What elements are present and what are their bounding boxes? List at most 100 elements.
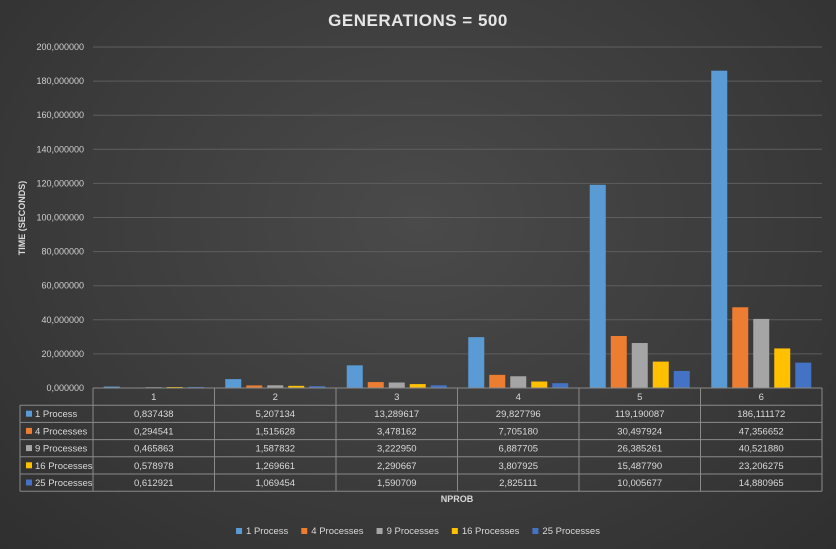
table-cell: 0,578978	[134, 461, 174, 472]
bar	[774, 348, 791, 388]
y-tick-label: 140,000000	[36, 144, 84, 154]
legend: 1 Process 4 Processes 9 Processes 16 Proces…	[236, 526, 600, 537]
legend-swatch	[532, 528, 539, 534]
x-tick-label: 3	[394, 392, 399, 403]
legend-swatch	[451, 528, 458, 534]
table-series-name: 25 Processes	[35, 478, 93, 489]
table-legend-key	[26, 462, 32, 469]
table-cell: 3,478162	[377, 426, 417, 437]
legend-items: 1 Process 4 Processes 9 Processes 16 Proces…	[236, 526, 600, 537]
legend-swatch	[236, 528, 243, 534]
table-cell: 3,222950	[377, 444, 417, 455]
table-cell: 10,005677	[617, 478, 662, 489]
y-tick-label: 20,000000	[41, 349, 84, 359]
table-cell: 1,069454	[255, 478, 295, 489]
table-series-name: 4 Processes	[35, 426, 88, 437]
table-cell: 15,487790	[617, 461, 662, 472]
table-cell: 2,825111	[499, 478, 537, 489]
table-cell: 5,207134	[255, 409, 295, 420]
legend-item: 16 Processes	[451, 526, 520, 537]
chart-title: GENERATIONS = 500	[328, 11, 508, 30]
table-legend-key	[26, 479, 32, 486]
y-tick-label: 180,000000	[36, 76, 84, 86]
table-series-name: 1 Process	[35, 409, 77, 420]
table-cell: 6,887705	[498, 444, 538, 455]
x-tick-label: 4	[516, 392, 521, 403]
legend-item: 9 Processes	[376, 526, 440, 537]
x-tick-label: 1	[151, 392, 156, 403]
table-cell: 0,465863	[134, 444, 174, 455]
bar	[652, 361, 669, 388]
y-tick-label: 160,000000	[36, 110, 84, 120]
bar	[309, 386, 326, 388]
table-series-name: 9 Processes	[35, 444, 88, 455]
x-axis-title: NPROB	[441, 494, 474, 504]
bar	[367, 382, 384, 388]
table-cell: 2,290667	[377, 461, 417, 472]
table-cell: 30,497924	[617, 426, 662, 437]
bar	[753, 318, 770, 388]
bar	[388, 382, 405, 388]
legend-label: 4 Processes	[311, 526, 364, 537]
table-cell: 29,827796	[496, 409, 541, 420]
table-cell: 47,356652	[739, 426, 784, 437]
bar	[552, 383, 569, 388]
table-cell: 0,837438	[134, 409, 174, 420]
bar	[711, 70, 728, 388]
legend-label: 16 Processes	[462, 526, 520, 537]
table-legend-key	[26, 445, 32, 452]
table-cell: 1,590709	[377, 478, 417, 489]
table-cell: 14,880965	[739, 478, 784, 489]
table-cell: 1,515628	[255, 426, 295, 437]
bar	[673, 370, 690, 388]
bars	[103, 70, 812, 388]
bar	[510, 376, 527, 388]
bar	[409, 384, 426, 388]
bar	[267, 385, 284, 388]
legend-item: 25 Processes	[532, 526, 600, 537]
x-tick-label: 5	[637, 392, 642, 403]
bar	[225, 379, 242, 388]
table-series-name: 16 Processes	[35, 461, 93, 472]
y-tick-label: 60,000000	[41, 281, 84, 291]
table-cell: 40,521880	[739, 444, 784, 455]
bar	[489, 374, 506, 388]
legend-label: 9 Processes	[387, 526, 440, 537]
table-cell: 0,294541	[134, 426, 174, 437]
table-legend-key	[26, 410, 32, 417]
legend-item: 4 Processes	[301, 526, 364, 537]
gridlines	[93, 46, 822, 389]
bar	[610, 336, 627, 388]
legend-swatch	[301, 528, 308, 534]
y-tick-label: 0,000000	[46, 383, 84, 393]
bar	[531, 381, 548, 388]
y-tick-label: 120,000000	[36, 178, 84, 188]
bar	[246, 385, 263, 388]
bar	[589, 184, 606, 388]
table-cell: 13,289617	[374, 409, 419, 420]
table-cell: 7,705180	[498, 426, 538, 437]
legend-swatch	[376, 528, 383, 534]
table-cell: 1,269661	[255, 461, 295, 472]
table-legend-key	[26, 427, 32, 434]
bar	[346, 365, 363, 388]
bar	[732, 307, 749, 388]
data-table: 1 2 3 4 5 6 1 Process 0,837438 5,207134 13,289617…	[19, 387, 823, 492]
table-cell: 3,807925	[498, 461, 538, 472]
y-axis-title: TIME (SECONDS)	[17, 181, 27, 256]
y-tick-label: 40,000000	[41, 315, 84, 325]
table-cell: 186,111172	[737, 409, 785, 420]
x-tick-label: 6	[759, 392, 764, 403]
y-tick-label: 80,000000	[41, 247, 84, 257]
bar	[103, 386, 120, 388]
bar	[288, 385, 305, 388]
legend-label: 25 Processes	[542, 526, 600, 537]
bar	[631, 343, 648, 388]
table-cell: 26,385261	[617, 444, 662, 455]
table-cell: 0,612921	[134, 478, 174, 489]
legend-label: 1 Process	[246, 526, 288, 537]
table-cell: 23,206275	[739, 461, 784, 472]
table-cell: 119,190087	[615, 409, 665, 420]
y-tick-label: 200,000000	[36, 42, 84, 52]
